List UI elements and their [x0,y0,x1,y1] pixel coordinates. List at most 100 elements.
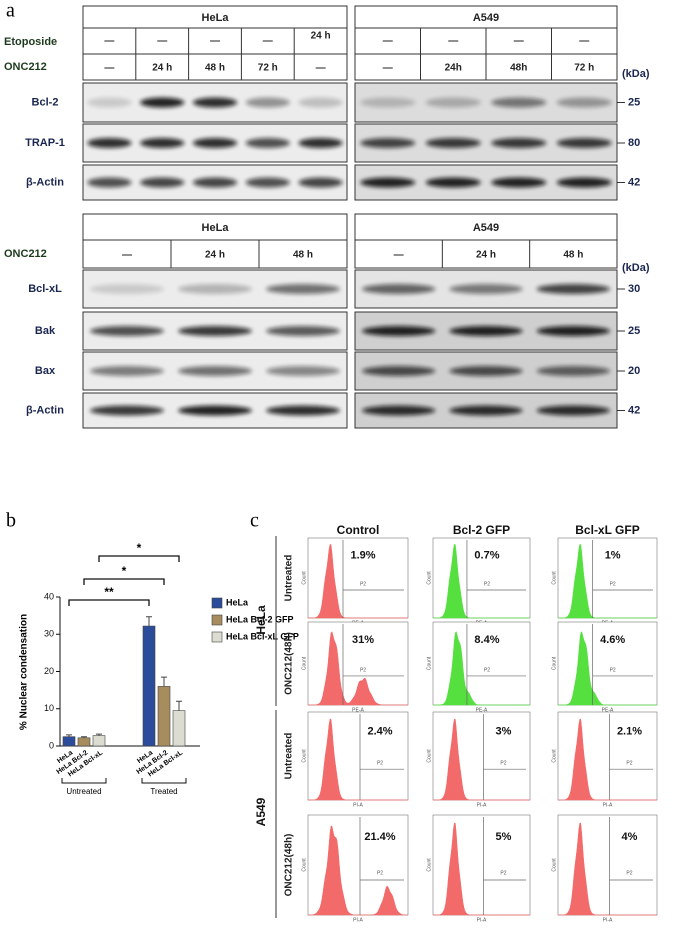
bar [92,735,106,747]
legend-label: HeLa [226,597,249,607]
blot-band [491,177,547,188]
blot-band [178,405,252,416]
histogram [307,718,408,801]
blot-band [140,177,185,188]
bar [62,736,76,747]
label: — [157,36,167,47]
label: 42 [628,176,640,188]
label: 30 [628,283,640,295]
legend-label: HeLa Bcl-2 GFP [226,614,294,624]
label: ONC212(48h) [284,632,295,695]
blot-band [361,284,436,294]
histogram [557,631,657,706]
panel-label: c [250,510,259,532]
box [82,5,348,81]
label: 2.4% [367,725,392,737]
panel-label: b [6,510,16,532]
label: Count [426,749,432,763]
histogram [557,544,657,619]
error-bar [176,700,182,711]
label: 4.6% [600,634,625,646]
legend-label: HeLa Bcl-xL GFP [226,631,299,641]
label: — [263,36,273,47]
label: P2 [377,870,383,876]
label: Bak [35,325,56,337]
blot-band [178,366,252,376]
blot-band [90,405,164,416]
label: TRAP-1 [25,137,65,149]
label: Bcl-2 [32,96,59,108]
label: — [394,250,404,261]
label: — [104,36,114,47]
label: 25 [628,325,640,337]
label: PI-A [603,802,613,808]
label: 24 h [311,31,331,42]
label: PI-A [353,802,363,808]
significance-bracket [68,599,150,606]
bar [172,710,186,747]
label: PE-A [476,707,488,713]
label: P2 [610,667,616,673]
label: 48h [510,63,527,74]
label: 24 h [152,63,172,74]
bar [157,686,171,747]
label: 8.4% [474,634,499,646]
blot-band [361,326,436,336]
blot-band [140,138,185,148]
blot-band [298,97,343,108]
significance: ** [104,585,114,599]
label: Count [301,749,307,763]
significance-bracket [83,578,165,585]
label: Control [337,523,380,537]
blot-band [536,366,611,376]
blot-band [140,97,185,108]
bar [77,737,91,747]
significance-bracket [98,555,180,562]
label: 24 h [205,250,225,261]
blot-band [449,405,523,416]
x-tick-label: Untreated [66,787,101,796]
blot-band [192,177,238,188]
label: 3% [495,725,511,737]
label: P2 [360,582,366,588]
label: — [383,63,393,74]
label: ONC212 [4,248,47,260]
box [354,213,618,269]
label: — [383,36,393,47]
label: Bcl-xL [28,283,62,295]
label: 72 h [574,63,594,74]
histogram [307,544,408,619]
label: P2 [484,582,490,588]
label: 48 h [205,63,225,74]
label: — [104,63,114,74]
label: PE-A [352,707,364,713]
label: PI-A [477,917,487,923]
blot-band [90,284,164,294]
legend-swatch [211,614,223,626]
blot-band [298,177,343,188]
label: (kDa) [622,68,650,80]
histogram [432,822,530,916]
label: P2 [377,760,383,766]
label: PI-A [353,917,363,923]
label: 1% [605,550,621,562]
label: P2 [360,667,366,673]
label: Count [551,749,557,763]
label: Count [551,656,557,670]
label: Etoposide [4,36,57,48]
label: ONC212 [4,61,47,73]
label: 21.4% [364,831,395,843]
blot-band [425,138,481,148]
blot-band [192,138,238,148]
blot-band [536,284,611,294]
blot-band [449,366,523,376]
label: A549 [254,797,268,826]
group-bracket [141,778,187,784]
label: Count [551,858,557,872]
blot-band [360,138,416,148]
label: A549 [473,12,499,24]
y-tick-label: 0 [49,740,54,750]
error-bar [146,616,152,627]
label: Count [551,571,557,585]
histogram [432,631,530,706]
